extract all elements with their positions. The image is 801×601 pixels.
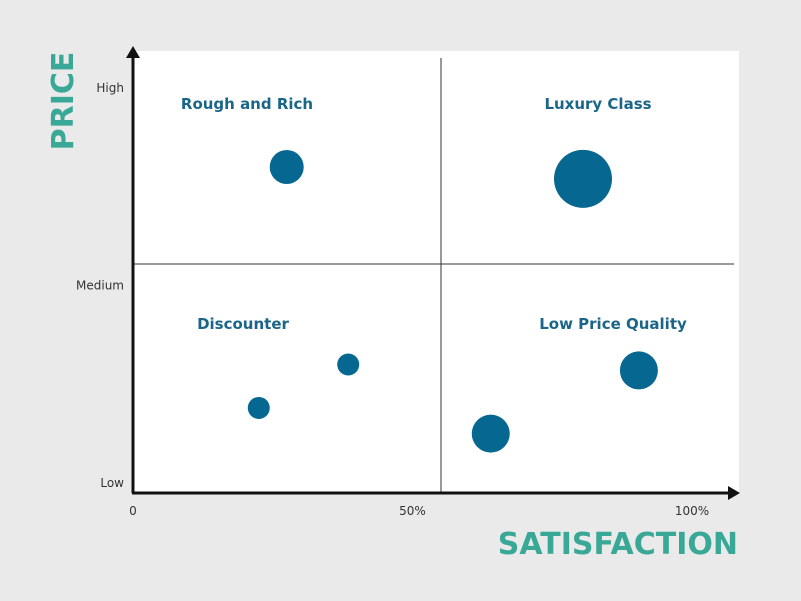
- bubble-point: [619, 351, 658, 390]
- data-points: [247, 149, 658, 453]
- x-tick-label: 0: [129, 504, 137, 518]
- axes: [126, 46, 740, 500]
- y-axis-arrow-icon: [126, 46, 140, 58]
- x-tick-label: 100%: [675, 504, 709, 518]
- bubble-point: [553, 149, 612, 208]
- quadrant-labels: Rough and Rich Luxury Class Discounter Low …: [181, 95, 687, 333]
- bubble-point: [471, 414, 510, 453]
- quadrant-label: Low Price Quality: [539, 315, 687, 333]
- y-tick-label: High: [96, 81, 124, 95]
- bubble-point: [247, 396, 270, 419]
- y-tick-label: Medium: [76, 279, 124, 293]
- x-tick-label: 50%: [399, 504, 426, 518]
- quadrant-label: Discounter: [197, 315, 289, 333]
- bubble-point: [269, 150, 304, 184]
- y-axis-title: PRICE: [46, 52, 81, 151]
- tick-labels: 0 50% 100% Low Medium High: [76, 81, 709, 518]
- quadrant-label: Rough and Rich: [181, 95, 313, 113]
- x-axis-arrow-icon: [728, 486, 740, 500]
- quadrant-label: Luxury Class: [544, 95, 651, 113]
- y-tick-label: Low: [100, 476, 124, 490]
- x-axis-title: SATISFACTION: [498, 527, 738, 562]
- bubble-point: [337, 353, 360, 376]
- plot-background: [133, 51, 739, 493]
